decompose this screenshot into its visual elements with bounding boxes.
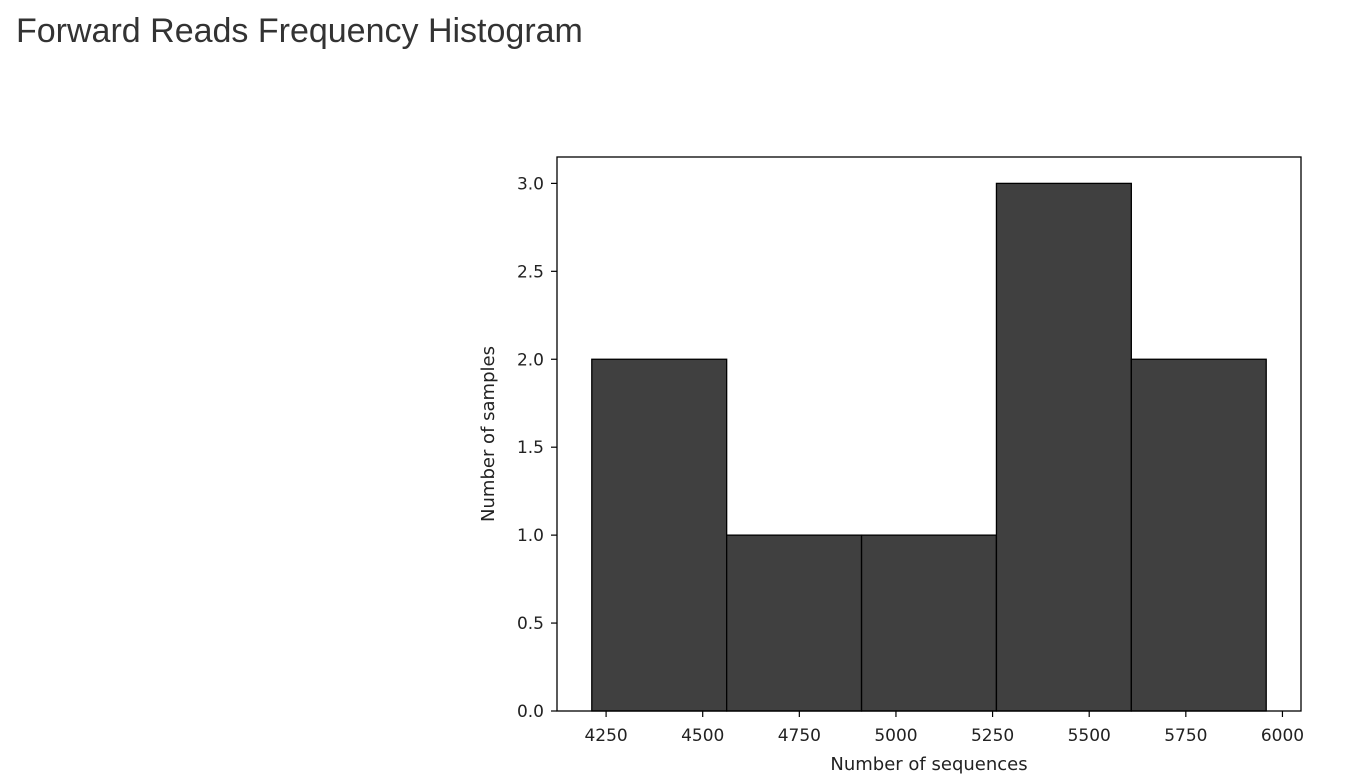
histogram-bar — [591, 358, 728, 712]
y-axis-ticks: 0.0 0.5 1.0 1.5 2.0 2.5 3.0 — [517, 174, 557, 722]
x-tick-label: 4250 — [584, 726, 627, 746]
y-tick-label: 1.0 — [517, 526, 544, 546]
x-tick-label: 5500 — [1068, 726, 1111, 746]
x-tick-label: 5250 — [971, 726, 1014, 746]
x-tick-label: 4500 — [681, 726, 724, 746]
page-title: Forward Reads Frequency Histogram — [16, 12, 583, 50]
x-tick-label: 5750 — [1164, 726, 1207, 746]
plot-frame — [556, 156, 1302, 712]
x-axis-ticks: 4250 4500 4750 5000 5250 5500 5750 6000 — [584, 711, 1304, 746]
histogram-bar — [726, 534, 863, 712]
x-tick-label: 4750 — [778, 726, 821, 746]
y-tick-label: 0.0 — [517, 702, 544, 722]
histogram-bar — [995, 182, 1132, 712]
x-tick-label: 6000 — [1261, 726, 1304, 746]
y-tick-label: 2.0 — [517, 350, 544, 370]
x-axis-label: Number of sequences — [830, 754, 1027, 775]
y-tick-label: 0.5 — [517, 614, 544, 634]
y-tick-label: 3.0 — [517, 174, 544, 194]
histogram-bar — [860, 534, 998, 712]
histogram-bar — [1130, 358, 1267, 712]
y-axis-label: Number of samples — [478, 346, 499, 522]
y-tick-label: 1.5 — [517, 438, 544, 458]
y-tick-label: 2.5 — [517, 262, 544, 282]
x-tick-label: 5000 — [874, 726, 917, 746]
histogram-bars — [591, 182, 1267, 712]
